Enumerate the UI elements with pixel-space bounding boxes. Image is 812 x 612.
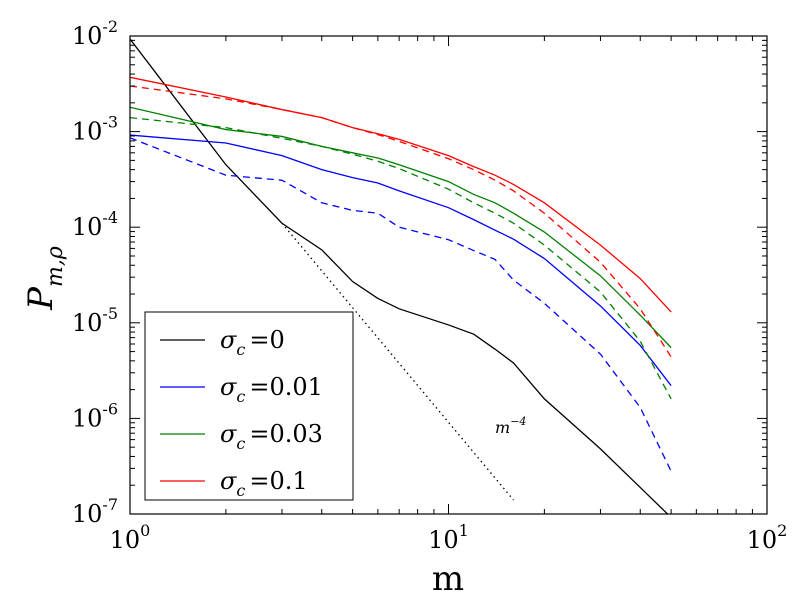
- svg-text:Pm,ρ: Pm,ρ: [21, 246, 68, 311]
- y-tick-label: 10-7: [72, 495, 118, 528]
- legend-label-sigma0.1: σc =0.1: [220, 467, 308, 500]
- slope-annotation: m−4: [495, 415, 526, 437]
- y-tick-label: 10-5: [72, 304, 118, 337]
- series-line-sigma0: [130, 38, 669, 514]
- ticks: [129, 35, 768, 515]
- legend-label-sigma0: σc =0: [220, 326, 285, 359]
- legend: σc =0 σc =0.01 σc =0.03 σc =0.1: [144, 311, 354, 501]
- y-tick-label: 10-2: [72, 17, 118, 50]
- y-axis-title-main: P: [21, 286, 61, 311]
- y-tick-label: 10-6: [72, 399, 118, 432]
- x-tick-label: 100: [110, 521, 151, 554]
- annotations: m−4: [495, 415, 526, 437]
- x-axis-title: m: [432, 559, 464, 599]
- series-line-sigma0.01: [130, 134, 672, 387]
- series-line-sigma0.03-dashed: [130, 116, 672, 400]
- series-line-m-4-reference: [281, 222, 515, 501]
- series-line-sigma0.03: [130, 106, 672, 349]
- y-tick-label: 10-4: [72, 208, 118, 241]
- legend-label-sigma0.01: σc =0.01: [220, 373, 323, 406]
- x-tick-label: 102: [747, 521, 788, 554]
- y-axis-title: Pm,ρ: [21, 246, 68, 311]
- series-line-sigma0.01-dashed: [130, 137, 672, 472]
- y-tick-label: 10-3: [72, 113, 118, 146]
- y-axis-title-sub: m,ρ: [43, 246, 68, 287]
- plot-lines: [130, 38, 672, 514]
- legend-box: [144, 311, 354, 501]
- legend-label-sigma0.03: σc =0.03: [220, 420, 323, 453]
- x-tick-label: 101: [428, 521, 469, 554]
- tick-labels: 100 101 102 10-7 10-6 10-5 10-4 10-3 10-2: [72, 17, 788, 554]
- series-line-sigma0.1: [130, 76, 672, 313]
- series-line-sigma0.1-dashed: [130, 85, 672, 358]
